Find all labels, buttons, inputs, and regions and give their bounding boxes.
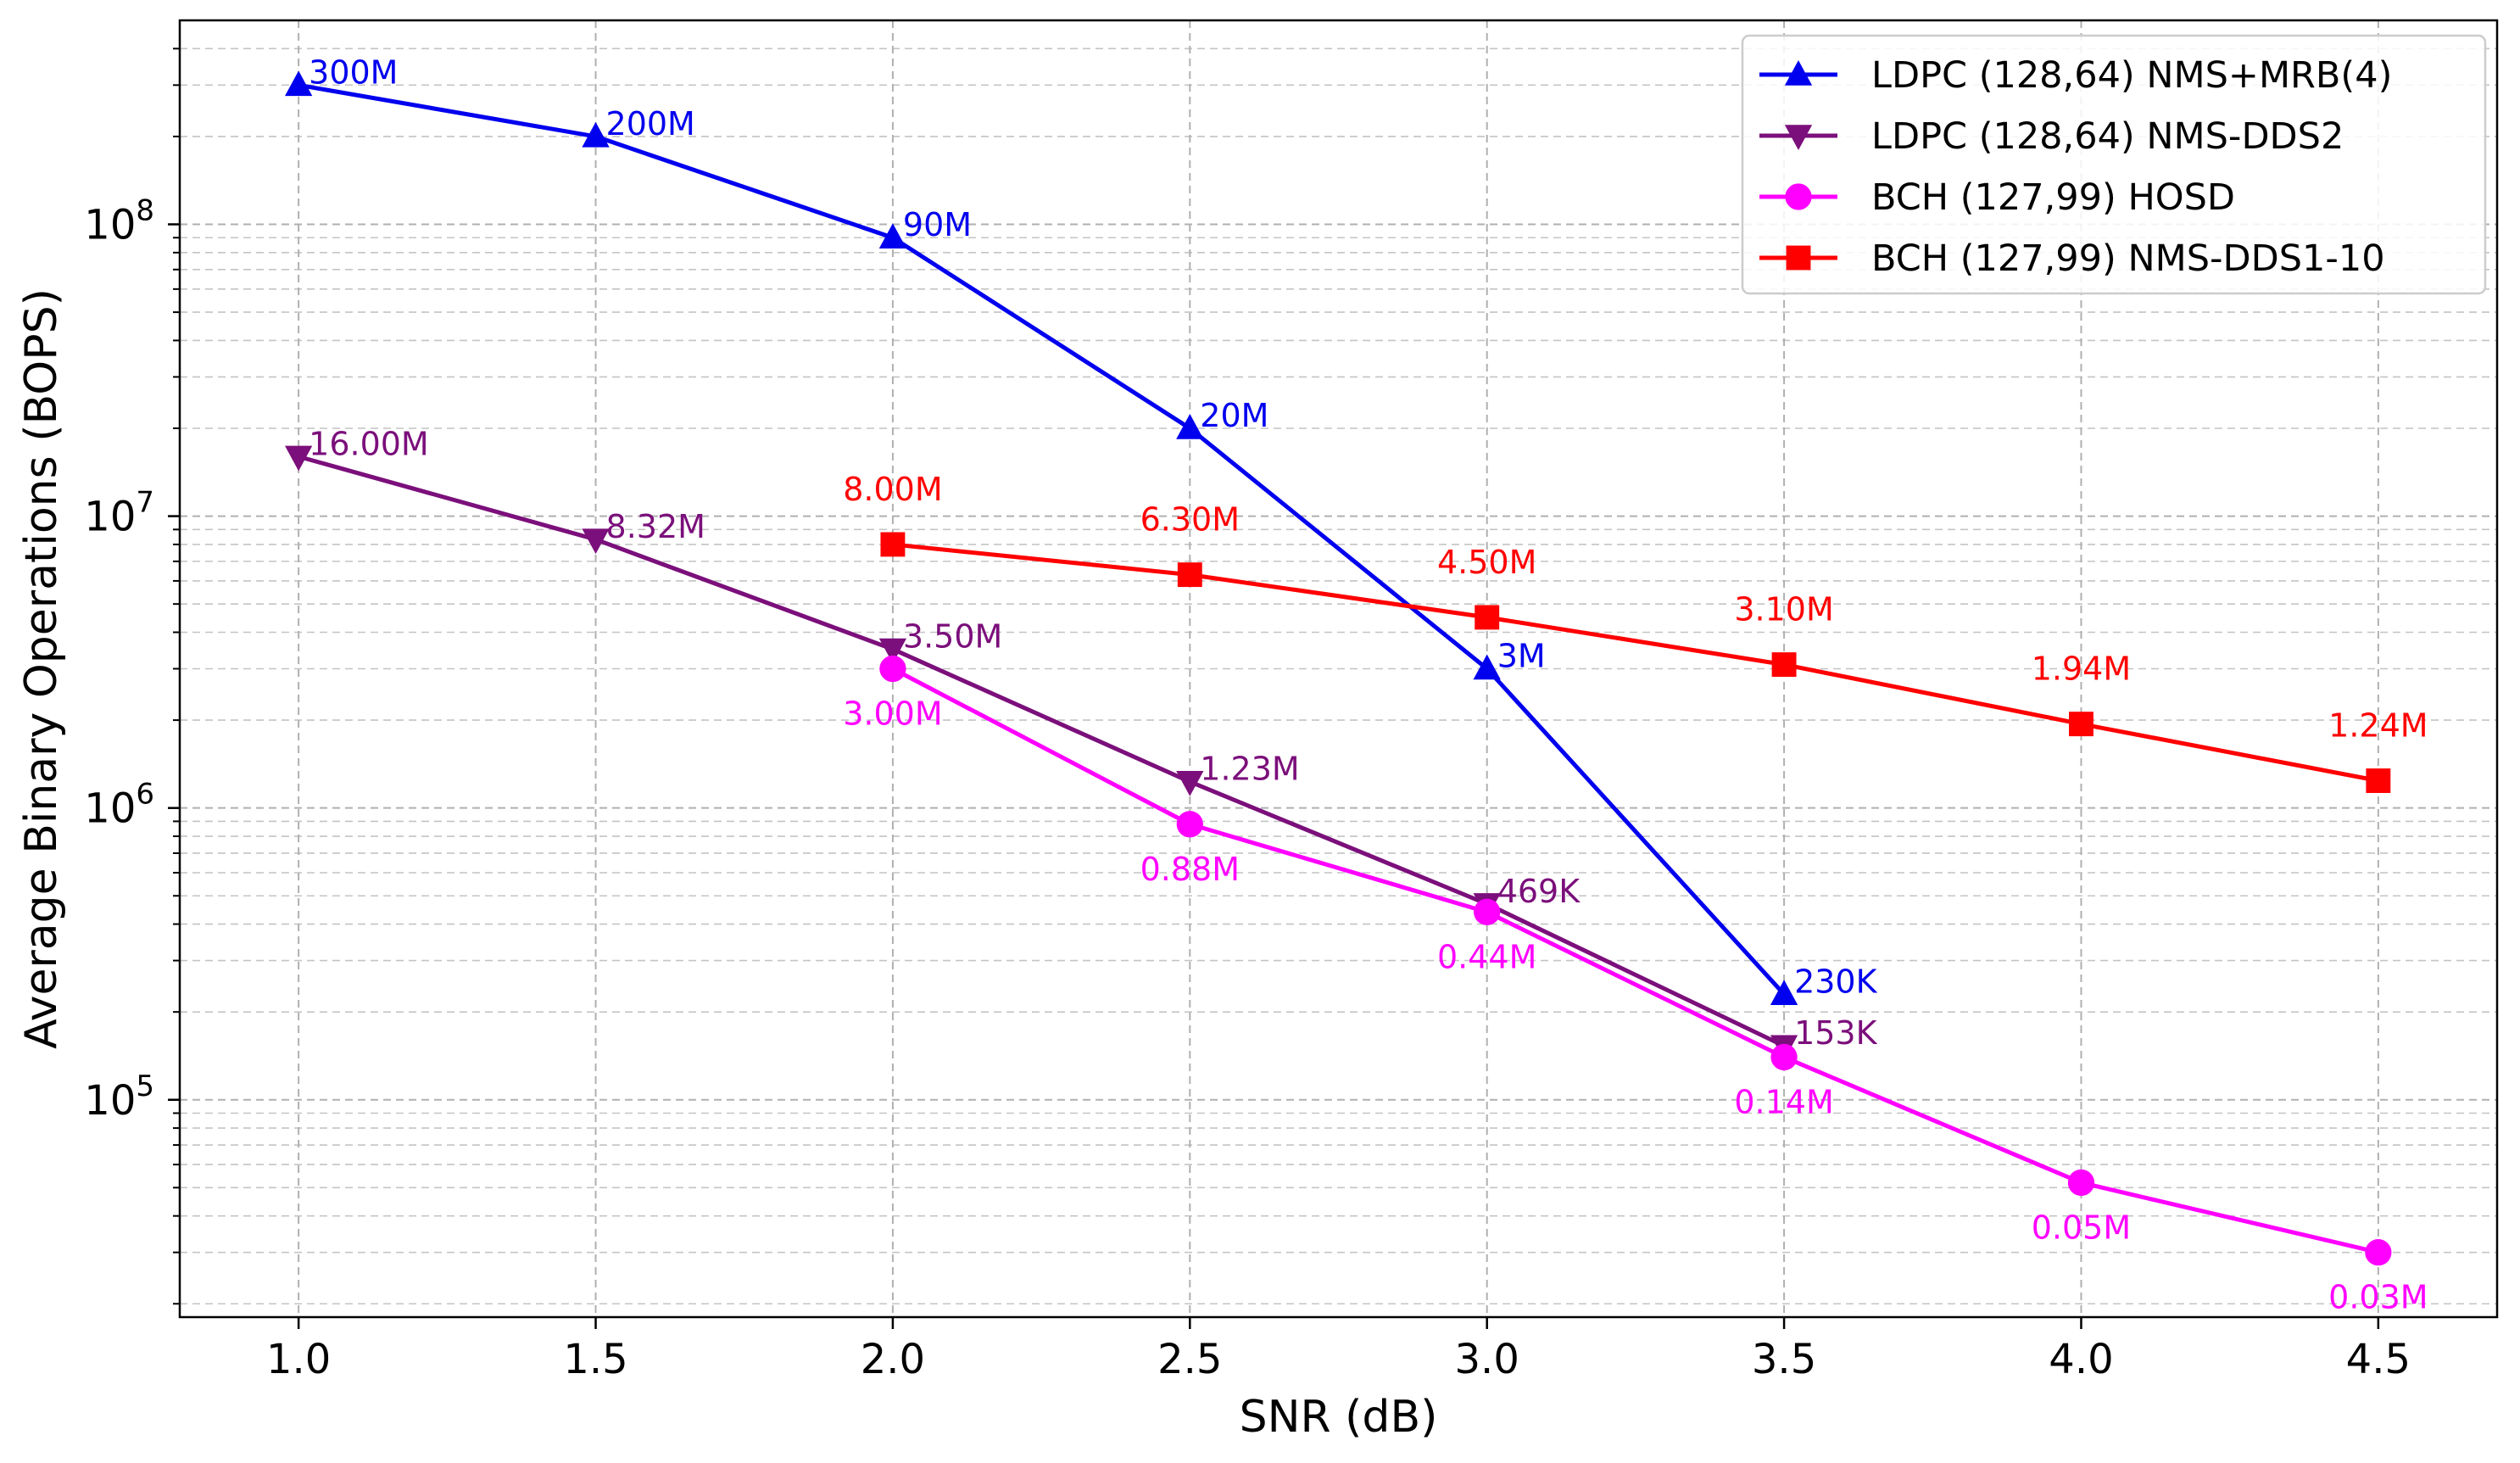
legend-marker	[1784, 60, 1813, 86]
data-label: 0.44M	[1437, 938, 1536, 975]
data-label: 153K	[1794, 1014, 1878, 1052]
data-label: 1.23M	[1200, 751, 1299, 788]
y-tick-exponent: 6	[136, 778, 154, 812]
series-point	[285, 445, 313, 472]
x-tick-label: 3.0	[1455, 1336, 1519, 1383]
data-label: 0.05M	[2032, 1209, 2131, 1246]
series-point	[1176, 811, 1203, 838]
plot-series: 300M 200M 90M 20M 3M 230K 16.00M 8.32M 3.50M 1.23…	[285, 53, 2428, 1316]
y-tick-label: 106	[84, 778, 154, 833]
series-point	[878, 638, 907, 664]
series-point	[1770, 980, 1798, 1006]
x-axis-title: SNR (dB)	[1240, 1392, 1438, 1443]
y-tick-base: 10	[84, 494, 136, 541]
series-point	[2366, 768, 2391, 793]
series-point	[1475, 605, 1500, 630]
grid	[180, 20, 2497, 1317]
series-point	[582, 121, 610, 148]
x-tick-label: 1.5	[563, 1336, 627, 1383]
legend-box	[1741, 34, 2487, 295]
legend-label: LDPC (128,64) NMS-DDS2	[1871, 115, 2344, 158]
series-point	[2365, 1239, 2392, 1266]
series-line	[892, 542, 2379, 783]
y-tick-exponent: 7	[136, 486, 154, 520]
data-label: 90M	[903, 206, 972, 243]
data-label: 16.00M	[309, 425, 429, 462]
x-tick-label: 2.5	[1157, 1336, 1222, 1383]
y-tick-exponent: 5	[136, 1069, 154, 1103]
legend: LDPC (128,64) NMS+MRB(4) LDPC (128,64) NM…	[1741, 34, 2487, 295]
series-point	[1770, 1043, 1798, 1071]
legend-label: BCH (127,99) HOSD	[1871, 176, 2235, 219]
y-tick-base: 10	[84, 785, 136, 833]
series-point	[879, 655, 906, 683]
series-point	[1473, 654, 1501, 680]
y-tick-label: 108	[84, 194, 154, 249]
y-tick-label: 105	[84, 1069, 154, 1125]
data-label: 3M	[1497, 638, 1546, 675]
series-point	[582, 528, 610, 555]
data-label: 6.30M	[1140, 501, 1240, 539]
data-label: 300M	[309, 53, 398, 91]
x-tick-label: 3.5	[1752, 1336, 1816, 1383]
legend-item: BCH (127,99) HOSD	[1759, 176, 2235, 219]
data-label: 3.10M	[1734, 591, 1833, 628]
legend-label: LDPC (128,64) NMS+MRB(4)	[1871, 54, 2392, 97]
data-label: 3.00M	[843, 695, 942, 733]
x-tick-label: 4.0	[2049, 1336, 2113, 1383]
legend-item: LDPC (128,64) NMS+MRB(4)	[1759, 54, 2392, 97]
series-line	[298, 454, 1786, 1048]
y-tick-exponent: 8	[136, 194, 154, 228]
series-group: 3.00M 0.88M 0.44M 0.14M 0.05M 0.03M	[843, 655, 2428, 1316]
y-tick-base: 10	[84, 202, 136, 249]
series-group: 16.00M 8.32M 3.50M 1.23M 469K 153K	[285, 425, 1878, 1061]
legend-marker	[1786, 245, 1811, 271]
data-label: 20M	[1200, 397, 1268, 434]
x-tick-label: 2.0	[861, 1336, 925, 1383]
y-axis-title: Average Binary Operations (BOPS)	[16, 288, 67, 1049]
series-point	[2067, 1169, 2095, 1197]
x-tick-label: 4.5	[2346, 1336, 2411, 1383]
data-label: 200M	[606, 105, 695, 142]
data-label: 8.00M	[843, 471, 942, 508]
series-point	[1176, 414, 1204, 439]
series-point	[2069, 712, 2093, 737]
legend-item: LDPC (128,64) NMS-DDS2	[1759, 115, 2344, 158]
series-group: 8.00M 6.30M 4.50M 3.10M 1.94M 1.24M	[843, 471, 2428, 793]
data-label: 8.32M	[606, 508, 705, 545]
series-line	[891, 667, 2379, 1255]
data-label: 4.50M	[1437, 544, 1536, 581]
legend-marker	[1784, 125, 1813, 150]
legend-label: BCH (127,99) NMS-DDS1-10	[1871, 237, 2385, 280]
series-line	[298, 82, 1786, 996]
data-label: 0.88M	[1140, 851, 1240, 888]
legend-marker	[1785, 183, 1812, 210]
y-tick-base: 10	[84, 1077, 136, 1125]
series-point	[1176, 770, 1204, 796]
series-point	[880, 532, 906, 557]
series-point	[878, 223, 907, 248]
data-label: 0.03M	[2328, 1279, 2428, 1316]
series-group: 300M 200M 90M 20M 3M 230K	[285, 53, 1878, 1006]
data-label: 3.50M	[903, 617, 1002, 655]
legend-item: BCH (127,99) NMS-DDS1-10	[1759, 237, 2385, 280]
data-label: 469K	[1497, 873, 1581, 910]
data-label: 1.94M	[2032, 651, 2131, 688]
y-tick-label: 107	[84, 486, 154, 541]
series-point	[1771, 652, 1797, 678]
series-point	[1474, 898, 1501, 925]
series-point	[285, 70, 313, 97]
data-label: 1.24M	[2328, 707, 2428, 745]
series-point	[1177, 562, 1202, 588]
x-tick-label: 1.0	[266, 1336, 331, 1383]
data-label: 230K	[1794, 963, 1878, 1000]
data-label: 0.14M	[1734, 1083, 1833, 1120]
